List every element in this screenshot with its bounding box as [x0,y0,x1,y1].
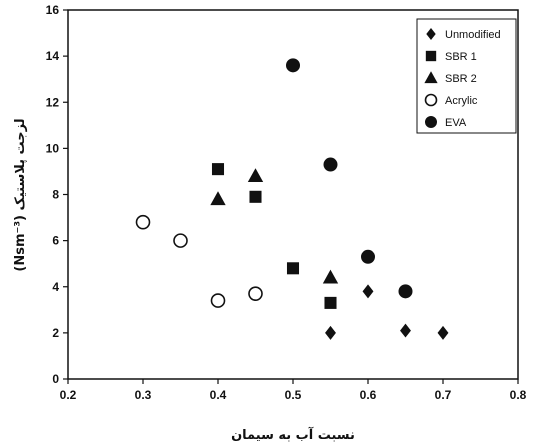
point-eva [323,157,338,172]
y-tick-label: 12 [46,95,60,109]
x-tick-label: 0.3 [135,388,152,402]
point-eva [361,249,375,264]
x-tick-label: 0.2 [60,388,77,402]
legend-marker-acrylic [424,93,438,107]
legend-label-sbr-1: SBR 1 [445,51,477,63]
legend-label-unmodified: Unmodified [445,29,501,41]
legend-marker-eva [425,116,437,128]
point-sbr-1 [286,262,300,275]
y-tick-label: 8 [52,188,59,202]
y-tick-label: 0 [52,372,59,386]
point-unmodified [400,323,411,338]
x-tick-label: 0.5 [285,388,302,402]
point-acrylic [173,233,188,248]
legend-marker-unmodified [426,27,436,41]
point-eva [398,284,413,299]
legend-marker-sbr-1 [425,50,437,62]
legend-label-eva: EVA [445,117,467,129]
legend: Unmodified SBR 1 SBR 2 Acrylic EVA [416,18,517,134]
x-axis-title: نسبت آب به سیمان [231,426,355,443]
y-tick-label: 2 [52,326,59,340]
point-sbr-1 [211,163,225,176]
point-sbr-1 [324,296,337,309]
y-tick-label: 14 [46,49,60,63]
y-axis-title: (Nsm⁻³) لزجت پلاستیک [13,118,28,271]
legend-marker-sbr-2 [424,71,438,84]
legend-label-sbr-2: SBR 2 [445,73,477,85]
point-sbr-2 [322,269,339,284]
point-acrylic [135,214,151,230]
ticks: 0.2 0.3 0.4 0.5 0.6 0.7 0.8 0 2 4 6 8 10 12 14 16 [46,3,527,402]
x-tick-label: 0.4 [210,388,227,402]
y-tick-label: 10 [46,141,60,155]
y-tick-label: 16 [46,3,60,17]
point-unmodified [325,325,336,340]
y-tick-label: 4 [52,280,59,294]
y-tick-label: 6 [52,234,59,248]
point-unmodified [362,284,374,299]
point-sbr-2 [247,168,264,183]
data-points [135,58,449,340]
point-sbr-1 [249,190,262,203]
x-tick-label: 0.7 [435,388,452,402]
point-sbr-2 [210,191,226,206]
point-unmodified [437,325,449,340]
point-eva [286,58,300,73]
legend-label-acrylic: Acrylic [445,95,478,107]
point-acrylic [248,286,263,301]
x-tick-label: 0.8 [510,388,527,402]
x-tick-label: 0.6 [360,388,377,402]
point-acrylic [210,293,226,308]
